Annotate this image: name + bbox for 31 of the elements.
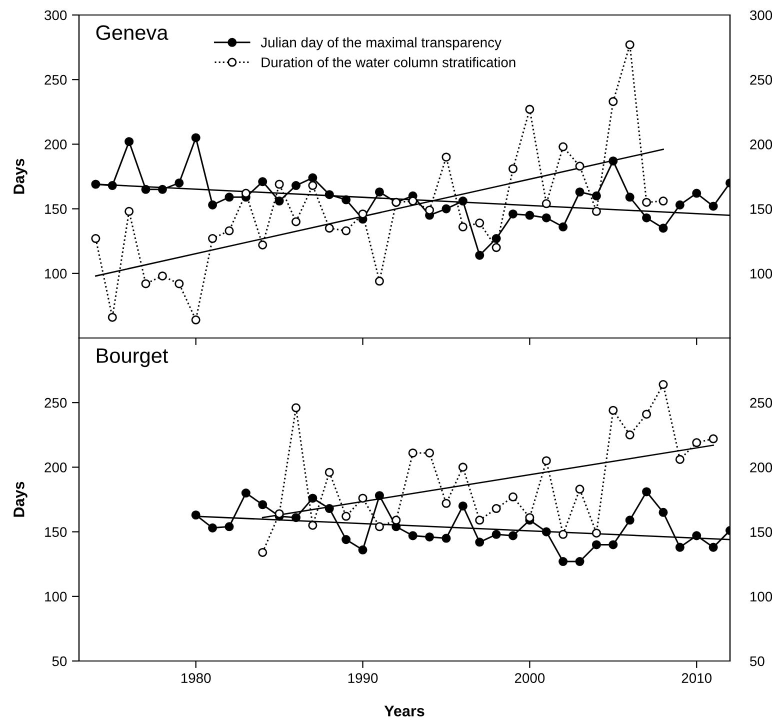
y-axis-title: Days [14, 482, 28, 517]
y-tick-label: 100 [45, 268, 67, 279]
y2-tick-label: 100 [750, 592, 772, 602]
y2-tick-label: 250 [750, 74, 772, 85]
y-tick-label: 250 [44, 74, 67, 85]
y2-tick-label: 150 [750, 204, 772, 214]
x-axis-title: Years [384, 706, 424, 716]
y-tick-label: 250 [44, 398, 67, 408]
x-tick-label: 1990 [348, 673, 378, 684]
x-tick-label: 1980 [181, 673, 211, 684]
y-tick-label: 300 [44, 10, 67, 20]
y-tick-label: 150 [45, 204, 67, 214]
y-axis-title: Days [14, 158, 28, 194]
x-tick-label: 2010 [682, 673, 712, 684]
y2-tick-label: 100 [750, 268, 772, 279]
y2-tick-label: 300 [750, 10, 772, 20]
y2-tick-label: 150 [750, 527, 772, 537]
legend-label: Duration of the water column stratification [262, 57, 516, 68]
y2-tick-label: 50 [750, 656, 764, 666]
y-tick-label: 150 [45, 527, 67, 537]
legend-label: Julian day of the maximal transparency [260, 37, 502, 50]
y-tick-label: 50 [52, 656, 67, 666]
y2-tick-label: 200 [750, 140, 772, 150]
y2-tick-label: 250 [750, 398, 772, 408]
chart-title: Bourget [96, 348, 168, 368]
chart-title: Geneva [96, 25, 168, 40]
y-tick-label: 200 [44, 140, 67, 150]
y-tick-label: 100 [45, 592, 67, 602]
y-tick-label: 200 [44, 462, 67, 472]
y2-tick-label: 200 [750, 462, 772, 472]
x-tick-label: 2000 [514, 673, 545, 684]
